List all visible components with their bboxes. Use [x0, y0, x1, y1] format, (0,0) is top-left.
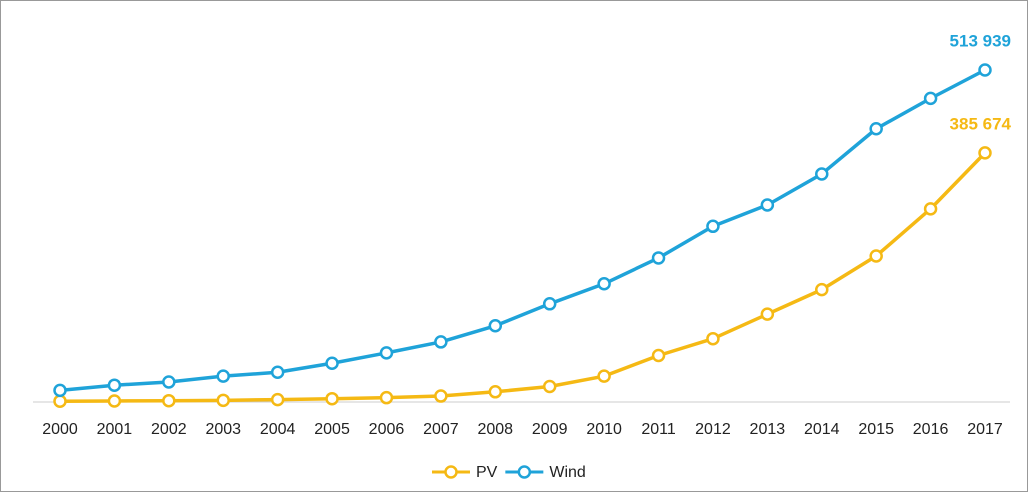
- point: [107, 394, 122, 408]
- point: [107, 378, 122, 392]
- x-tick-label: 2000: [42, 421, 78, 438]
- x-tick-label: 2009: [532, 421, 568, 438]
- point: [542, 379, 557, 394]
- x-tick-label: 2013: [750, 421, 786, 438]
- point: [488, 385, 503, 399]
- point: [162, 375, 176, 389]
- series-line: [59, 151, 987, 403]
- point: [434, 389, 448, 403]
- point: [216, 369, 230, 383]
- x-tick-label: 2002: [151, 421, 187, 438]
- point: [815, 167, 829, 181]
- point: [923, 91, 938, 106]
- x-tick-label: 2012: [695, 421, 731, 438]
- x-tick-label: 2010: [586, 421, 622, 438]
- point: [978, 63, 992, 77]
- point: [869, 121, 883, 136]
- point: [815, 282, 829, 297]
- x-tick-label: 2008: [477, 421, 513, 438]
- point: [325, 391, 339, 406]
- x-tick-label: 2015: [858, 421, 894, 438]
- point: [760, 307, 775, 321]
- point: [706, 331, 720, 346]
- data-label: 513 939: [950, 31, 1011, 50]
- point: [597, 277, 611, 291]
- legend-label: PV: [476, 464, 498, 481]
- point: [53, 383, 67, 398]
- point: [978, 146, 992, 160]
- point: [434, 335, 448, 349]
- point: [53, 394, 67, 408]
- x-tick-label: 2007: [423, 421, 459, 438]
- point: [379, 390, 394, 405]
- point: [488, 319, 503, 333]
- point: [270, 365, 285, 380]
- point: [869, 249, 883, 263]
- point: [270, 392, 285, 407]
- x-tick-label: 2005: [314, 421, 350, 438]
- x-tick-label: 2006: [369, 421, 405, 438]
- point: [651, 251, 666, 265]
- point: [760, 198, 775, 212]
- x-tick-label: 2017: [967, 421, 1003, 438]
- legend-marker: [444, 465, 458, 479]
- point: [325, 356, 339, 370]
- point: [162, 393, 176, 408]
- point: [542, 297, 557, 311]
- point: [597, 369, 611, 383]
- x-tick-label: 2003: [205, 421, 241, 438]
- series-line: [59, 68, 986, 393]
- point: [379, 346, 394, 360]
- x-tick-label: 2014: [804, 421, 840, 438]
- data-label: 385 674: [950, 114, 1012, 133]
- x-tick-label: 2011: [641, 421, 676, 438]
- legend-marker: [517, 465, 532, 479]
- point: [706, 219, 720, 234]
- point: [651, 348, 666, 363]
- legend-label: Wind: [549, 464, 585, 481]
- x-tick-label: 2001: [97, 421, 133, 438]
- x-tick-label: 2004: [260, 421, 296, 438]
- point: [923, 202, 938, 216]
- point: [216, 393, 230, 408]
- x-tick-label: 2016: [913, 421, 949, 438]
